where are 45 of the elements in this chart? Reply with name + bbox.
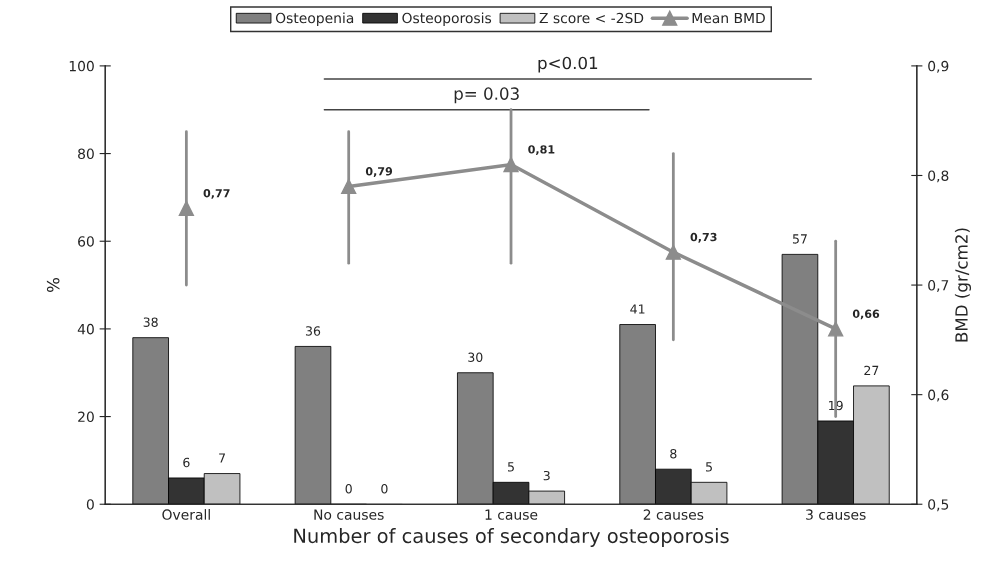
y2-tick-label: 0,8	[928, 170, 949, 183]
x-tick-label: 3 causes	[806, 509, 866, 520]
data-label: 19	[829, 400, 843, 411]
y2-tick-label: 0,6	[928, 389, 949, 402]
data-label: 0,66	[852, 309, 880, 320]
annotation: p<0.01	[538, 56, 598, 73]
data-label: 38	[143, 317, 158, 327]
data-label: 0,79	[365, 167, 393, 177]
y-tick-label: 0	[86, 499, 94, 510]
y-axis-title: %	[46, 278, 60, 293]
legend-label: Mean BMD	[692, 12, 765, 24]
data-label: 3	[543, 470, 550, 481]
data-label: 0	[345, 484, 352, 494]
x-tick-label: Overall	[162, 509, 210, 520]
data-label: 7	[219, 453, 225, 463]
data-label: 27	[864, 365, 879, 375]
data-label: 0,73	[690, 232, 717, 243]
data-label: 36	[305, 326, 321, 336]
x-tick-label: 1 cause	[485, 509, 538, 520]
x-tick-label: 2 causes	[643, 509, 704, 520]
data-label: 8	[670, 448, 677, 459]
x-tick-label: No causes	[314, 509, 384, 520]
data-label: 0,77	[203, 189, 230, 199]
y2-tick-label: 0,5	[928, 499, 949, 512]
y2-tick-label: 0,9	[928, 60, 949, 73]
data-label: 0,81	[528, 145, 555, 155]
y-tick-label: 20	[78, 411, 94, 423]
data-label: 6	[183, 457, 190, 468]
data-label: 57	[792, 234, 807, 244]
legend-label: Osteoporosis	[402, 12, 492, 26]
legend-label: Z score < -2SD	[539, 12, 644, 24]
y2-axis-title: BMD (gr/cm2)	[954, 228, 972, 342]
data-label: 5	[706, 462, 712, 472]
y-tick-label: 100	[69, 60, 94, 72]
y2-tick-label: 0,7	[928, 280, 949, 292]
y-tick-label: 60	[78, 236, 94, 247]
annotation: p= 0.03	[454, 87, 519, 104]
y-tick-label: 40	[77, 323, 94, 335]
data-label: 41	[630, 304, 645, 314]
data-label: 30	[468, 352, 483, 362]
data-label: 0	[381, 484, 388, 494]
x-axis-title: Number of causes of secondary osteoporosis	[294, 528, 729, 547]
legend-label: Osteopenia	[275, 12, 354, 26]
data-label: 5	[508, 462, 514, 472]
y-tick-label: 80	[78, 148, 94, 160]
